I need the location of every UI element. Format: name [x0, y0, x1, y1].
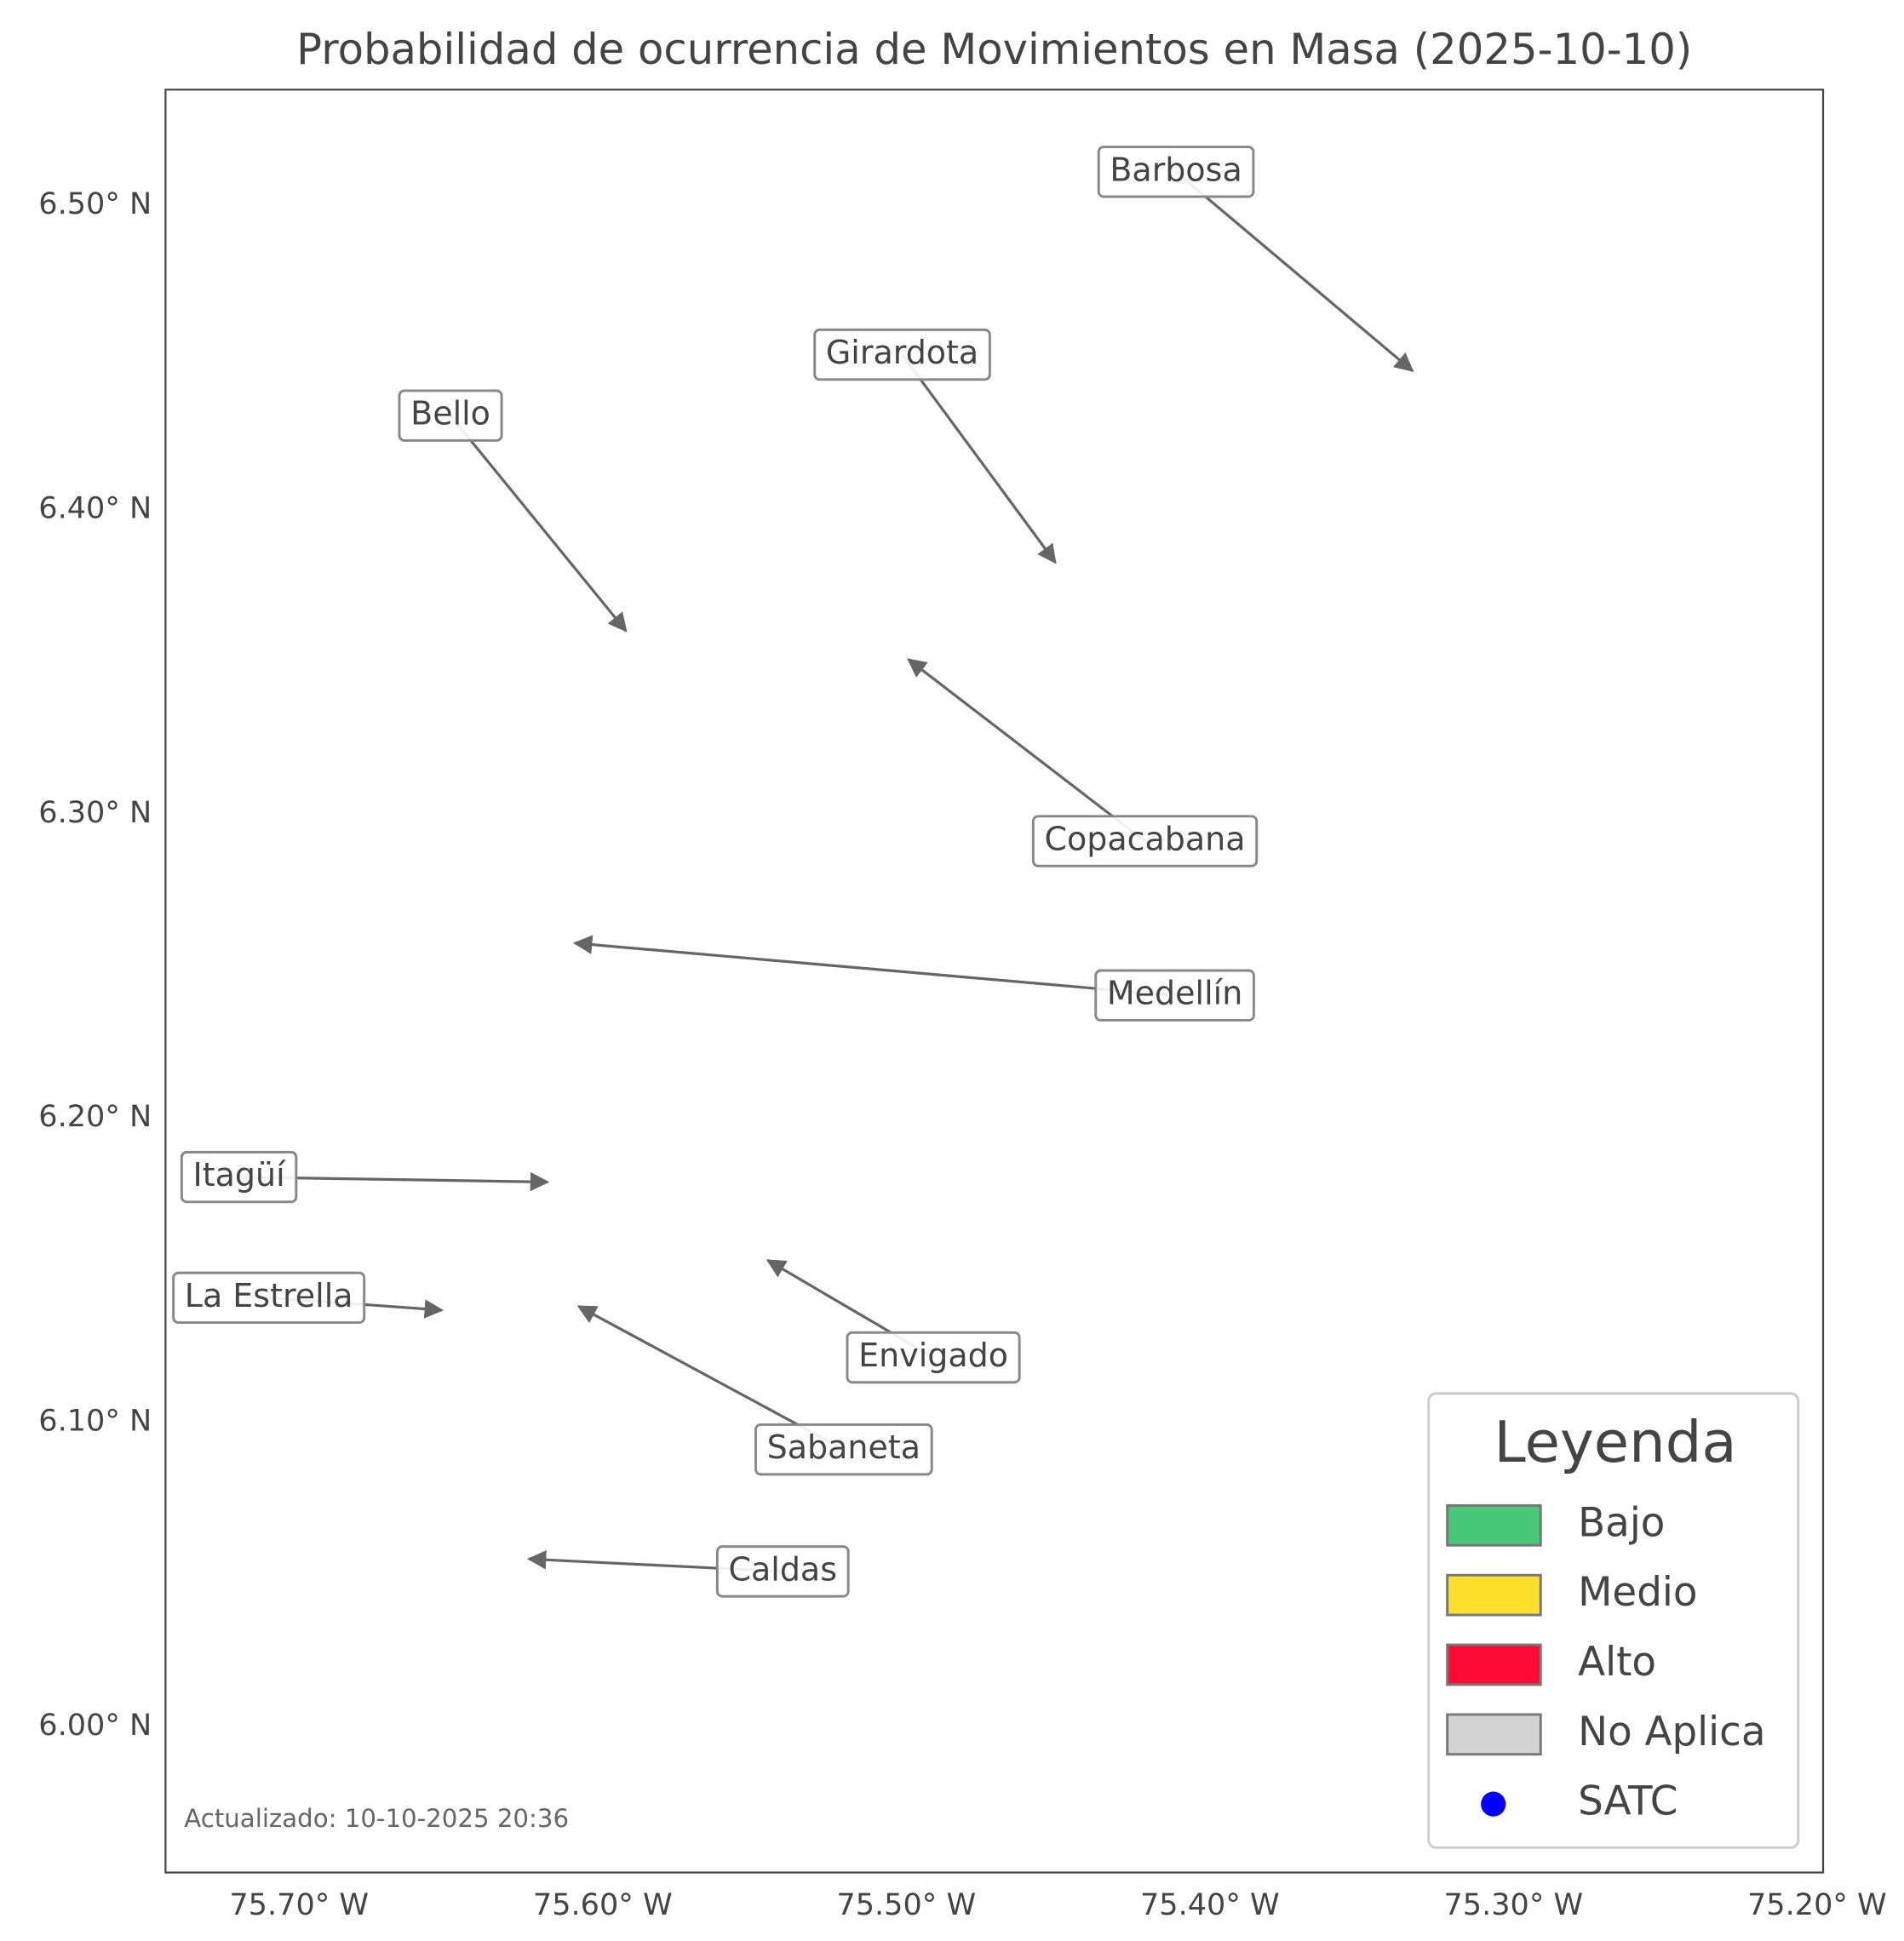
annotation-box: [1031, 815, 1259, 867]
annotation-label: Girardota: [826, 334, 978, 371]
annotation-label: Itagüí: [193, 1156, 287, 1194]
annotation: Bello: [398, 389, 628, 633]
annotation: La Estrella: [172, 1271, 444, 1325]
x-tick-label: 75.70° W: [229, 1887, 369, 1922]
plot-frame: [164, 89, 1825, 1874]
legend-swatch: [1446, 1503, 1542, 1547]
legend-label: SATC: [1578, 1779, 1677, 1825]
y-tick-label: 6.30° N: [38, 795, 152, 830]
annotation-label: Caldas: [728, 1550, 837, 1588]
annotation-label: Copacabana: [1044, 821, 1245, 858]
x-tick-label: 75.60° W: [533, 1887, 673, 1922]
annotation-box: [846, 1331, 1021, 1384]
annotation-label: Barbosa: [1110, 151, 1242, 188]
annotation-arrow: [901, 353, 1057, 564]
annotation-box: [813, 328, 991, 381]
annotation-box: [1097, 146, 1255, 198]
map-title: Probabilidad de ocurrencia de Movimiento…: [296, 25, 1692, 74]
annotation-arrow: [572, 935, 1175, 997]
annotation-arrow: [449, 415, 628, 633]
annotation-arrow: [907, 658, 1146, 843]
annotation-box: [1094, 969, 1255, 1022]
legend-swatch: [1446, 1713, 1542, 1756]
annotation: Medellín: [572, 935, 1255, 1022]
legend-title: Leyenda: [1494, 1409, 1736, 1475]
annotation: Girardota: [813, 328, 1057, 564]
annotation-box: [398, 389, 503, 442]
x-tick-label: 75.40° W: [1140, 1887, 1280, 1922]
y-tick-label: 6.50° N: [38, 186, 152, 221]
x-tick-label: 75.50° W: [836, 1887, 976, 1922]
legend-label: Bajo: [1578, 1500, 1665, 1546]
annotation-box: [172, 1271, 366, 1325]
annotation-label: La Estrella: [185, 1277, 353, 1314]
annotation-label: Envigado: [858, 1337, 1008, 1374]
legend-swatch: [1446, 1643, 1542, 1686]
annotation-arrow: [1175, 170, 1414, 373]
annotation-label: Bello: [410, 395, 490, 432]
y-tick-label: 6.20° N: [38, 1099, 152, 1134]
annotation: Itagüí: [180, 1150, 550, 1204]
annotation-box: [754, 1423, 933, 1476]
annotation: Copacabana: [907, 658, 1259, 867]
legend-label: Alto: [1578, 1640, 1656, 1686]
annotation: Barbosa: [1097, 146, 1414, 373]
annotation-label: Sabaneta: [767, 1429, 920, 1466]
annotation: Caldas: [526, 1545, 850, 1598]
x-tick-label: 75.30° W: [1443, 1887, 1583, 1922]
footnote: Actualizado: 10-10-2025 20:36: [184, 1804, 569, 1833]
annotation: Envigado: [766, 1259, 1021, 1384]
legend-marker: [1481, 1791, 1506, 1817]
x-tick-label: 75.20° W: [1747, 1887, 1887, 1922]
legend-swatch: [1446, 1573, 1542, 1617]
legend-label: Medio: [1578, 1570, 1697, 1616]
annotation-box: [715, 1545, 850, 1598]
legend-label: No Aplica: [1578, 1709, 1765, 1755]
annotation-box: [180, 1150, 298, 1204]
annotation: Sabaneta: [576, 1305, 933, 1476]
annotation-label: Medellín: [1107, 975, 1242, 1012]
y-tick-label: 6.00° N: [38, 1708, 152, 1743]
y-tick-label: 6.40° N: [38, 490, 152, 525]
y-tick-label: 6.10° N: [38, 1404, 152, 1439]
